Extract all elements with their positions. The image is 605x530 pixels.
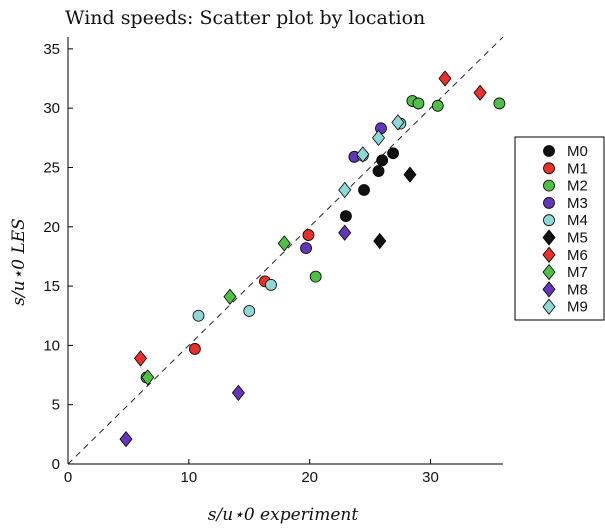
legend-marker-m0 <box>543 145 555 157</box>
data-point-m7 <box>141 369 155 386</box>
y-tick-label: 20 <box>43 219 60 236</box>
data-point-m9 <box>338 181 352 199</box>
data-point-m2 <box>431 99 444 112</box>
y-tick-label: 35 <box>43 41 60 58</box>
y-tick-label: 10 <box>43 337 60 354</box>
data-point-m8 <box>119 430 133 448</box>
x-tick-label: 10 <box>180 469 197 486</box>
legend-label-m0: M0 <box>567 143 588 160</box>
data-point-m2 <box>309 270 322 283</box>
legend-label-m1: M1 <box>567 160 588 177</box>
data-point-m8 <box>231 384 245 401</box>
data-point-m9 <box>356 146 370 163</box>
data-point-m9 <box>391 114 405 131</box>
data-point-m5 <box>373 232 387 250</box>
data-point-m4 <box>243 305 256 317</box>
data-point-m6 <box>438 70 452 87</box>
data-point-m6 <box>473 84 487 101</box>
x-tick-label: 0 <box>64 469 72 486</box>
y-tick-label: 0 <box>52 456 60 473</box>
legend-marker-m1 <box>543 162 555 175</box>
data-point-m7 <box>223 288 237 305</box>
x-tick-label: 20 <box>301 469 318 486</box>
y-axis-label: s/u⋆0 LES <box>9 218 29 306</box>
legend-label-m4: M4 <box>567 212 588 229</box>
y-tick-label: 5 <box>52 397 60 414</box>
legend-marker-m5 <box>542 229 556 246</box>
x-axis-label: s/u⋆0 experiment <box>208 505 359 525</box>
legend-marker-m7 <box>542 263 556 281</box>
chart-title: Wind speeds: Scatter plot by location <box>65 7 425 29</box>
data-point-m7 <box>277 235 291 252</box>
reference-line <box>67 36 504 465</box>
plot-area: 0 10 20 30 0 5 10 15 20 25 30 35 <box>43 36 506 486</box>
data-point-m0 <box>358 184 370 196</box>
legend-marker-m9 <box>542 298 556 315</box>
data-point-m1 <box>188 343 201 355</box>
data-point-m0 <box>340 210 352 223</box>
legend-marker-m4 <box>543 214 555 227</box>
data-point-m0 <box>387 147 399 160</box>
data-point-m0 <box>376 154 389 167</box>
legend-label-m8: M8 <box>567 281 588 298</box>
data-point-m9 <box>372 129 386 146</box>
legend-label-m6: M6 <box>567 247 588 264</box>
y-tick-label: 25 <box>43 159 60 176</box>
data-point-m8 <box>338 224 352 241</box>
legend-label-m7: M7 <box>567 264 588 281</box>
data-point-m1 <box>302 229 315 241</box>
data-point-m2 <box>493 97 506 110</box>
legend-marker-m2 <box>543 179 555 192</box>
legend-label-m5: M5 <box>567 230 588 247</box>
data-point-m4 <box>265 278 277 291</box>
y-tick-label: 30 <box>43 100 60 117</box>
legend-label-m9: M9 <box>567 299 588 316</box>
data-point-m3 <box>300 242 312 255</box>
data-point-m2 <box>412 97 425 110</box>
legend-marker-m6 <box>542 246 556 263</box>
y-tick-label: 15 <box>43 278 60 295</box>
legend-marker-m8 <box>542 281 556 298</box>
data-point-m0 <box>372 165 385 177</box>
data-point-m4 <box>192 309 205 322</box>
legend-label-m3: M3 <box>567 195 588 212</box>
legend-box <box>514 136 605 321</box>
legend-marker-m3 <box>543 196 555 209</box>
data-point-m6 <box>133 350 148 367</box>
data-point-m5 <box>403 166 417 183</box>
x-tick-label: 30 <box>422 469 439 486</box>
legend-label-m2: M2 <box>567 178 588 195</box>
